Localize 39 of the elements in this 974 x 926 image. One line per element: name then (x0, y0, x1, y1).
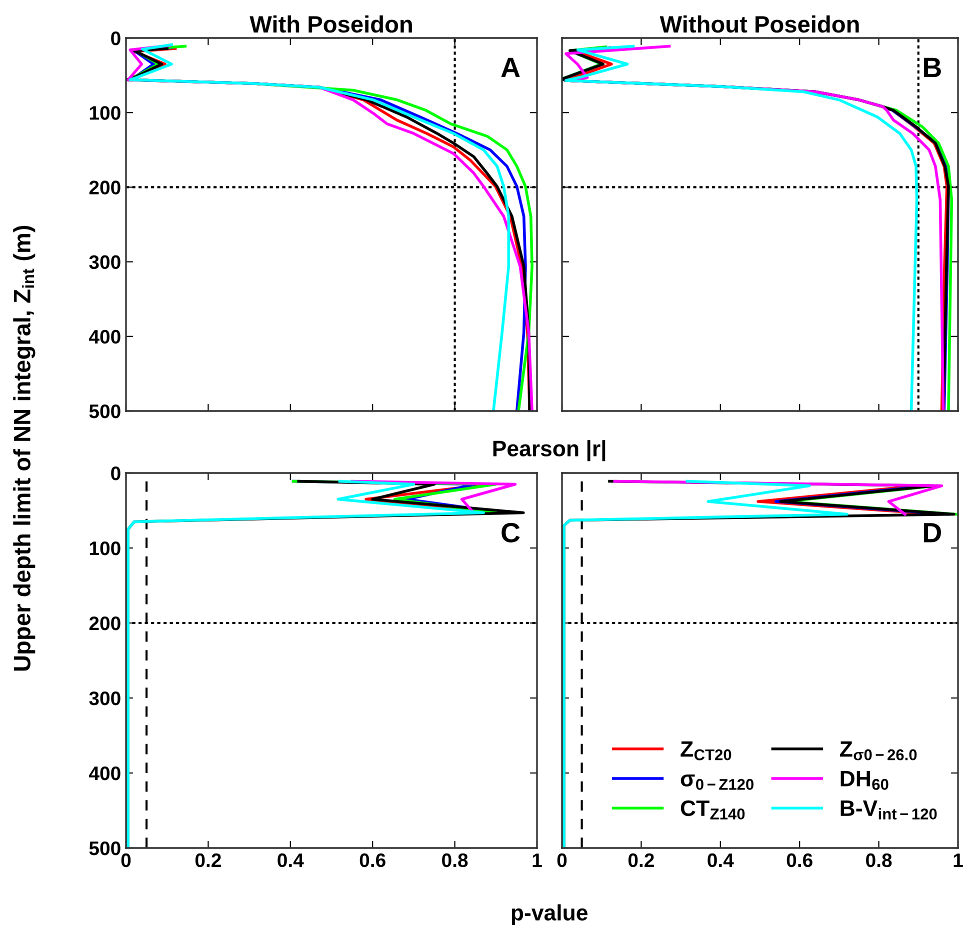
annotation: D (924, 523, 941, 542)
x-tick-label: 0.6 (360, 853, 386, 868)
legend-label: Z$_{CT20}$ (680, 741, 732, 760)
y-tick-label: 0 (111, 31, 120, 46)
x-tick-label: 0.4 (708, 853, 734, 868)
y-tick-label: 400 (88, 330, 120, 344)
x-tick-label: 1 (954, 854, 963, 867)
x-tick-label: 0.2 (195, 853, 221, 868)
x-tick-label: 0.8 (866, 853, 892, 868)
y-tick-label: 100 (90, 106, 120, 120)
y-tick-label: 100 (90, 541, 120, 556)
legend-label: DH$_{60}$ (840, 770, 888, 790)
chart-title: Without Poseidon (660, 15, 859, 33)
y-tick-label: 200 (89, 180, 120, 194)
legend-label: CT$_{Z140}$ (680, 800, 745, 820)
legend-label: Z$_{σ0−26.0}$ (840, 741, 917, 760)
x-tick-label: 0 (557, 853, 567, 868)
annotation: A (501, 58, 520, 77)
x-axis-title: Pearson |r| (493, 440, 606, 462)
y-tick-label: 500 (89, 841, 120, 856)
x-tick-label: 0.2 (628, 853, 654, 868)
y-tick-label: 300 (89, 255, 120, 270)
x-tick-label: 0.6 (786, 853, 812, 868)
y-tick-label: 400 (88, 766, 120, 780)
x-tick-label: 0 (121, 853, 131, 868)
annotation: C (502, 522, 520, 543)
y-axis-title: Upper depth limit of NN integral, Z$_{int}$ (m) (13, 226, 36, 671)
chart-title: With Poseidon (250, 15, 412, 33)
y-tick-label: 0 (111, 466, 120, 480)
annotation: B (924, 58, 941, 77)
x-tick-label: 0.8 (442, 853, 468, 868)
x-tick-label: 1 (532, 854, 542, 867)
y-tick-label: 300 (89, 691, 120, 706)
x-axis-title: p-value (512, 904, 588, 925)
x-tick-label: 0.4 (278, 853, 304, 868)
y-tick-label: 200 (89, 616, 120, 630)
y-tick-label: 500 (89, 404, 120, 418)
legend-label: B-V$_{int−120}$ (840, 800, 937, 820)
legend-label: σ$_{0−Z120}$ (680, 774, 754, 790)
